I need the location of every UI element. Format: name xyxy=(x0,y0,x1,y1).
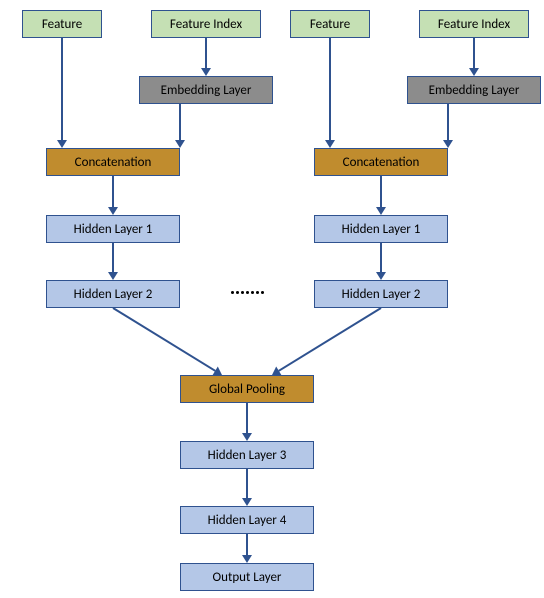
node-label-h1L: Hidden Layer 1 xyxy=(74,222,153,237)
node-label-catL: Concatenation xyxy=(75,155,152,170)
edge-gpool-h3 xyxy=(242,403,252,441)
edge-featR-catR xyxy=(325,38,335,148)
node-label-fidxR: Feature Index xyxy=(438,17,510,32)
node-fidxR: Feature Index xyxy=(419,10,529,38)
node-h1L: Hidden Layer 1 xyxy=(46,215,180,243)
node-label-catR: Concatenation xyxy=(343,155,420,170)
node-h4: Hidden Layer 4 xyxy=(180,506,314,534)
edge-h2R-gpool xyxy=(272,308,381,375)
node-label-embR: Embedding Layer xyxy=(429,83,520,98)
edge-catL-h1L xyxy=(108,176,118,215)
node-out: Output Layer xyxy=(180,563,314,591)
node-gpool: Global Pooling xyxy=(180,375,314,403)
node-label-featR: Feature xyxy=(310,17,350,32)
node-h2L: Hidden Layer 2 xyxy=(46,280,180,308)
ellipsis-dot xyxy=(236,291,239,294)
node-label-h2R: Hidden Layer 2 xyxy=(342,287,421,302)
node-featR: Feature xyxy=(290,10,370,38)
node-label-out: Output Layer xyxy=(213,570,282,585)
edge-embR-catR xyxy=(443,104,453,148)
edge-catR-h1R xyxy=(376,176,386,215)
ellipsis-dot xyxy=(246,291,249,294)
node-label-fidxL: Feature Index xyxy=(170,17,242,32)
node-catL: Concatenation xyxy=(46,148,180,176)
node-label-h2L: Hidden Layer 2 xyxy=(74,287,153,302)
node-fidxL: Feature Index xyxy=(151,10,261,38)
node-h1R: Hidden Layer 1 xyxy=(314,215,448,243)
node-embR: Embedding Layer xyxy=(407,76,541,104)
node-label-embL: Embedding Layer xyxy=(161,83,252,98)
node-embL: Embedding Layer xyxy=(139,76,273,104)
edge-h2L-gpool xyxy=(113,308,222,375)
ellipsis-dot xyxy=(241,291,244,294)
edge-fidxL-embL xyxy=(201,38,211,76)
edge-h3-h4 xyxy=(242,469,252,506)
edge-featL-catL xyxy=(57,38,67,148)
edge-h1L-h2L xyxy=(108,243,118,280)
node-label-h3: Hidden Layer 3 xyxy=(208,448,287,463)
node-h2R: Hidden Layer 2 xyxy=(314,280,448,308)
node-label-h1R: Hidden Layer 1 xyxy=(342,222,421,237)
edge-embL-catL xyxy=(175,104,185,148)
ellipsis-dot xyxy=(231,291,234,294)
node-featL: Feature xyxy=(22,10,102,38)
edge-h1R-h2R xyxy=(376,243,386,280)
ellipsis-dot xyxy=(256,291,259,294)
node-h3: Hidden Layer 3 xyxy=(180,441,314,469)
ellipsis-dot xyxy=(251,291,254,294)
ellipsis-dot xyxy=(261,291,264,294)
node-catR: Concatenation xyxy=(314,148,448,176)
node-label-gpool: Global Pooling xyxy=(209,382,285,397)
edge-h4-out xyxy=(242,534,252,563)
node-label-featL: Feature xyxy=(42,17,82,32)
edge-fidxR-embR xyxy=(469,38,479,76)
node-label-h4: Hidden Layer 4 xyxy=(208,513,287,528)
